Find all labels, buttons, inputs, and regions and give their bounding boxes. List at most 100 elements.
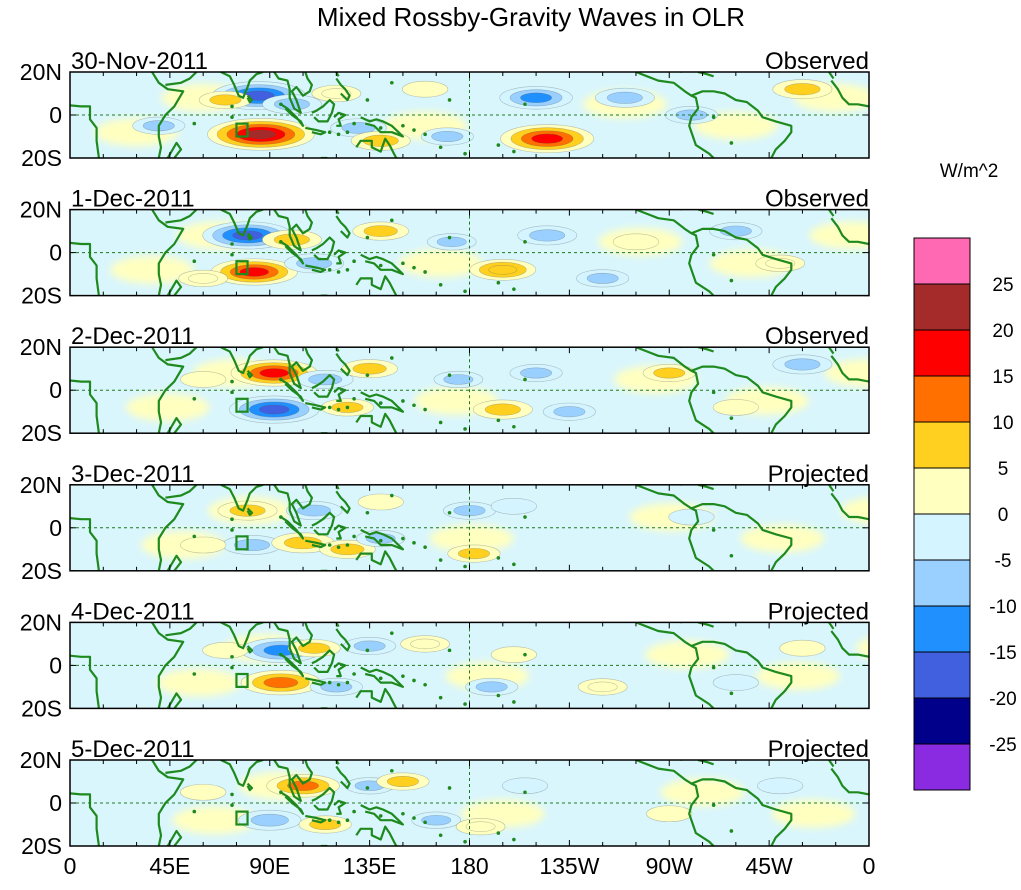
island — [423, 682, 427, 687]
index-box — [235, 672, 249, 688]
coastline — [635, 622, 715, 709]
panel-date: 3-Dec-2011 — [71, 461, 195, 488]
index-box — [235, 397, 249, 413]
island — [438, 420, 443, 425]
island — [279, 652, 283, 657]
coastline — [691, 778, 793, 846]
coastline — [828, 347, 835, 355]
anomaly-contour — [259, 368, 289, 378]
coastline — [165, 347, 198, 362]
anomaly-contour — [431, 130, 464, 143]
anomaly-contour — [484, 403, 521, 416]
coastline — [355, 275, 398, 296]
island — [463, 289, 467, 294]
island — [463, 151, 467, 156]
anomaly-band — [125, 393, 210, 422]
island — [496, 143, 501, 147]
coastline — [151, 622, 185, 709]
island — [378, 676, 383, 681]
island — [496, 693, 501, 698]
coastline — [635, 347, 715, 434]
coastline — [166, 829, 183, 846]
colorbar-swatch — [913, 743, 971, 791]
coastline — [691, 365, 793, 434]
coastline — [151, 484, 185, 571]
coastline — [280, 378, 305, 402]
anomaly-contour — [410, 638, 441, 650]
panel: 20N 0 20S 30-Nov-2011 Observed — [20, 48, 870, 171]
anomaly-contour — [712, 399, 759, 416]
panels-layer: 20N 0 20S 30-Nov-2011 Observed 20N 0 20S 1-Dec-2… — [20, 48, 870, 859]
colorbar-level-label: 20 — [992, 321, 1013, 342]
coastline — [830, 355, 869, 383]
coastline — [273, 622, 313, 665]
island — [230, 792, 234, 797]
coastline — [70, 241, 100, 296]
coastline — [151, 209, 185, 296]
anomaly-contour — [180, 536, 227, 554]
island — [390, 493, 394, 498]
anomaly-contour — [553, 406, 586, 418]
anomaly-contour — [386, 775, 419, 788]
coastline — [165, 622, 198, 637]
coastline — [280, 516, 305, 540]
coastline — [220, 760, 264, 787]
y-tick-label: 20N — [20, 472, 62, 498]
island — [336, 270, 341, 274]
anomaly-contour — [712, 674, 759, 691]
panel-kind: Projected — [768, 598, 869, 625]
anomaly-contour — [520, 92, 552, 103]
island — [438, 145, 443, 150]
y-tick-label: 0 — [49, 515, 62, 541]
island — [523, 240, 527, 244]
coastline — [635, 760, 715, 846]
colorbar-swatch — [913, 651, 971, 699]
panel-date: 5-Dec-2011 — [71, 736, 195, 763]
coastline — [830, 217, 869, 246]
anomaly-contour — [229, 504, 266, 517]
coastlines — [70, 209, 869, 296]
panel-date: 2-Dec-2011 — [71, 323, 195, 350]
coastline — [165, 760, 198, 774]
anomaly-contour — [298, 642, 331, 654]
coastline — [311, 511, 336, 536]
island — [412, 265, 416, 270]
island — [523, 790, 527, 795]
coastline — [311, 786, 336, 811]
anomaly-contour — [402, 80, 449, 98]
y-tick-label: 20S — [21, 558, 62, 584]
coastline — [635, 72, 715, 158]
coastline — [70, 654, 100, 709]
island — [279, 102, 283, 107]
island — [711, 390, 716, 395]
colorbar-swatch — [913, 329, 971, 377]
island — [365, 648, 370, 653]
coastline — [635, 484, 715, 571]
x-tick-label: 135W — [539, 853, 599, 879]
island — [365, 235, 370, 240]
colorbar-level-label: 0 — [998, 505, 1009, 526]
anomaly-contour — [765, 258, 796, 269]
coastline — [273, 72, 313, 114]
island — [512, 837, 516, 842]
coastline — [830, 767, 869, 796]
coastline — [311, 649, 336, 674]
colorbar-level-label: 15 — [992, 367, 1013, 388]
island — [352, 259, 356, 264]
coastline — [70, 104, 100, 158]
anomaly-band — [110, 255, 195, 284]
x-tick-label: 0 — [863, 853, 876, 879]
island — [412, 128, 416, 132]
anomaly-field — [141, 493, 869, 563]
coastline — [360, 253, 404, 276]
anomaly-contour — [209, 94, 242, 106]
coastline — [305, 402, 327, 411]
island — [345, 543, 350, 547]
anomaly-contour — [320, 681, 353, 693]
island — [711, 528, 716, 532]
coastline — [220, 72, 264, 99]
coastline — [166, 692, 183, 709]
coastline — [691, 640, 793, 709]
island — [711, 803, 716, 807]
coastline — [220, 622, 264, 650]
